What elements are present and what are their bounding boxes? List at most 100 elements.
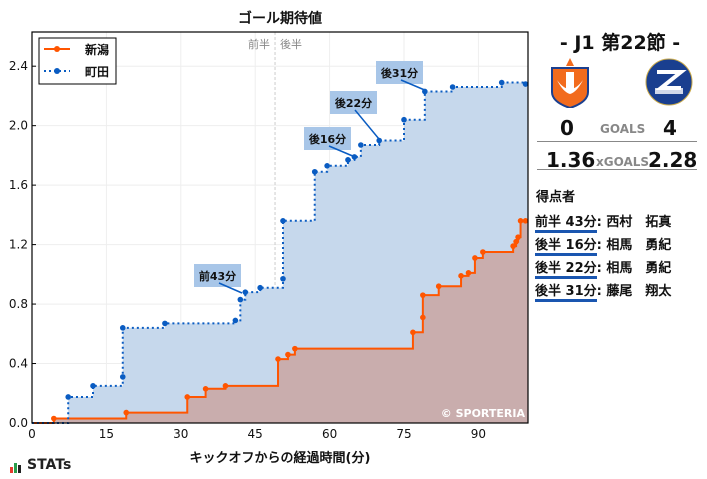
xg-chart: 0 15 30 45 60 75 90 0.0 0.4 0.8 1.2 1.6 2.0 2.4 前半 後半前4… (9, 31, 529, 441)
scorer-name: : 藤尾 翔太 (596, 284, 672, 299)
data-point (510, 243, 516, 249)
data-point (522, 81, 529, 87)
annotation-arrow (328, 145, 356, 158)
data-point (119, 374, 126, 380)
goal-time: 後半 31分 (535, 284, 597, 302)
data-point (522, 218, 529, 224)
goal-time: 後半 22分 (535, 261, 597, 279)
data-point (513, 238, 519, 245)
y-tick-label: 2.4 (9, 59, 28, 73)
away-xg: 2.28 (648, 148, 698, 172)
scorer-name: : 相馬 勇紀 (596, 261, 672, 276)
x-tick-label: 60 (322, 427, 337, 441)
x-tick-label: 0 (28, 427, 36, 441)
annotation-arrow (400, 79, 428, 92)
data-point (472, 255, 478, 261)
first-half-label: 前半 (248, 37, 270, 51)
data-point (292, 345, 298, 352)
data-point (275, 356, 281, 362)
annotation-box (376, 61, 423, 84)
plot-frame (31, 31, 529, 424)
data-point (280, 275, 286, 282)
data-point (123, 409, 130, 416)
data-point (515, 234, 521, 240)
data-point (480, 249, 486, 255)
data-point (345, 157, 351, 163)
x-axis-label: キックオフからの経過時間(分) (189, 451, 371, 466)
scorers-heading: 得点者 (536, 190, 576, 205)
annotation-label: 後31分 (381, 66, 418, 80)
stats-logo: STATs (10, 457, 71, 473)
chart-title: ゴール期待値 (238, 11, 322, 27)
data-point (257, 284, 263, 291)
annotation-arrow (218, 282, 243, 294)
xg-label: xGOALS (596, 155, 650, 169)
legend-label: 町田 (85, 65, 109, 79)
data-point (184, 394, 191, 400)
data-point (458, 273, 464, 279)
data-point (65, 394, 72, 400)
annotation-label: 後16分 (309, 132, 346, 146)
data-point (410, 329, 416, 336)
legend-marker (54, 68, 60, 74)
scorer-name: : 西村 拓真 (596, 215, 672, 230)
data-point (376, 137, 383, 144)
x-tick-label: 90 (471, 427, 486, 441)
area-町田 (32, 82, 528, 423)
data-point (517, 218, 524, 224)
second-half-label: 後半 (280, 37, 302, 51)
watermark: © SPORTERIA (441, 407, 526, 420)
y-tick-label: 1.6 (9, 178, 28, 192)
home-xg: 1.36 (546, 148, 596, 172)
data-point (237, 296, 244, 303)
area-新潟 (32, 220, 528, 423)
annotation-box (304, 127, 351, 150)
data-point (420, 314, 426, 321)
scorer-name: : 相馬 勇紀 (596, 238, 672, 253)
annotation-box (330, 91, 377, 114)
y-tick-label: 0.8 (9, 297, 28, 311)
data-point (435, 283, 442, 290)
legend (38, 37, 117, 85)
x-tick-label: 45 (248, 427, 263, 441)
x-tick-label: 30 (173, 427, 188, 441)
annotation-box (194, 264, 241, 287)
away-goals: 4 (663, 116, 677, 140)
goal-time: 後半 16分 (535, 238, 597, 256)
data-point (401, 116, 407, 123)
niigata-logo-icon (551, 58, 589, 108)
data-point (358, 142, 364, 148)
annotation-arrow (354, 109, 380, 140)
data-point (280, 218, 286, 224)
legend-label: 新潟 (85, 42, 109, 57)
goal-time: 前半 43分 (535, 215, 597, 233)
data-point (498, 79, 505, 86)
data-point (222, 383, 229, 389)
x-tick-label: 75 (396, 427, 411, 441)
data-point (232, 317, 239, 324)
data-point (90, 383, 96, 389)
divider (537, 169, 697, 170)
data-point (285, 351, 291, 358)
y-tick-label: 0.4 (9, 357, 28, 371)
data-point (420, 292, 426, 298)
goals-label: GOALS (600, 122, 646, 136)
y-tick-label: 1.2 (9, 238, 28, 252)
annotation-label: 前43分 (199, 269, 236, 283)
match-title: - J1 第22節 - (559, 32, 681, 54)
data-point (242, 289, 249, 295)
data-point (119, 325, 126, 331)
data-point (465, 270, 472, 276)
machida-logo-icon (645, 58, 693, 106)
x-tick-label: 15 (99, 427, 114, 441)
data-point (311, 168, 318, 175)
annotation-label: 後22分 (335, 96, 372, 110)
y-tick-label: 2.0 (9, 119, 28, 133)
data-point (324, 163, 330, 169)
series-line (32, 219, 528, 424)
divider (537, 141, 697, 142)
brand-text: STATs (27, 457, 72, 473)
home-goals: 0 (560, 116, 574, 140)
y-tick-label: 0.0 (9, 416, 28, 430)
legend-marker (54, 46, 60, 52)
